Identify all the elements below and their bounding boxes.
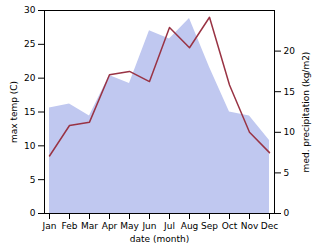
svg-text:Sep: Sep — [201, 221, 218, 231]
svg-text:Dec: Dec — [261, 221, 278, 231]
svg-text:15: 15 — [24, 107, 35, 117]
svg-text:max temp (C): max temp (C) — [9, 81, 19, 143]
svg-text:Apr: Apr — [102, 221, 118, 231]
svg-text:Nov: Nov — [241, 221, 259, 231]
svg-text:Oct: Oct — [222, 221, 238, 231]
svg-text:10: 10 — [284, 127, 296, 137]
svg-text:20: 20 — [24, 73, 36, 83]
svg-text:May: May — [120, 221, 139, 231]
svg-text:10: 10 — [24, 141, 36, 151]
svg-text:5: 5 — [30, 175, 36, 185]
svg-text:0: 0 — [284, 208, 290, 218]
svg-text:20: 20 — [284, 46, 296, 56]
svg-text:med. precipitation (kg/m2): med. precipitation (kg/m2) — [301, 52, 311, 173]
svg-text:0: 0 — [30, 208, 36, 218]
svg-text:Aug: Aug — [181, 221, 199, 231]
svg-text:30: 30 — [24, 5, 36, 15]
svg-text:Jun: Jun — [141, 221, 156, 231]
svg-text:date (month): date (month) — [130, 234, 189, 244]
svg-text:15: 15 — [284, 87, 295, 97]
svg-text:Feb: Feb — [62, 221, 78, 231]
svg-text:5: 5 — [284, 168, 290, 178]
svg-text:Mar: Mar — [81, 221, 98, 231]
svg-text:25: 25 — [24, 39, 35, 49]
svg-text:Jan: Jan — [42, 221, 57, 231]
svg-text:Jul: Jul — [163, 221, 175, 231]
